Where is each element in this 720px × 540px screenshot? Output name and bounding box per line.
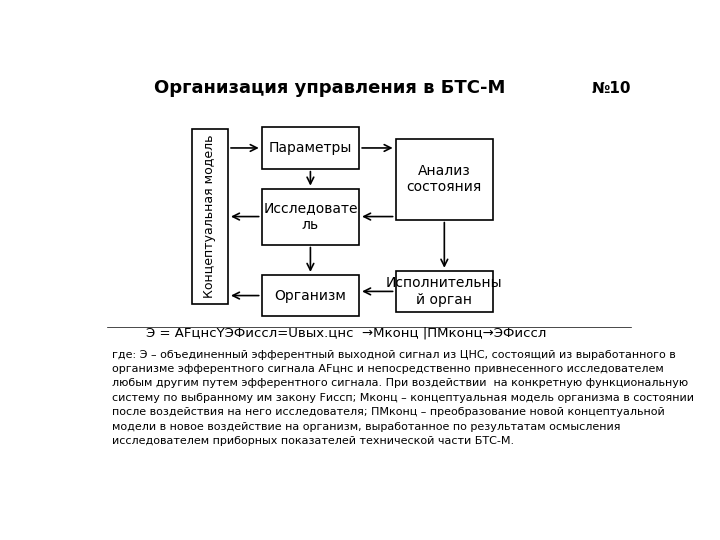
Text: №10: №10 bbox=[592, 82, 631, 97]
Text: Исполнительны
й орган: Исполнительны й орган bbox=[386, 276, 503, 307]
Text: Концептуальная модель: Концептуальная модель bbox=[204, 135, 217, 298]
Bar bbox=[261, 275, 359, 316]
Text: где: Э – объединенный эфферентный выходной сигнал из ЦНС, состоящий из выработан: где: Э – объединенный эфферентный выходн… bbox=[112, 349, 694, 446]
Text: Исследовате
ль: Исследовате ль bbox=[264, 201, 358, 232]
Text: Организм: Организм bbox=[274, 288, 346, 302]
Text: Э = АFцнсΥЭФиссл=Uвых.цнс  →Mконц |ПМконц→ЭФиссл: Э = АFцнсΥЭФиссл=Uвых.цнс →Mконц |ПМконц… bbox=[146, 327, 547, 340]
Bar bbox=[261, 127, 359, 168]
Bar bbox=[395, 271, 493, 312]
Text: Организация управления в БТС-М: Организация управления в БТС-М bbox=[154, 79, 505, 97]
Bar bbox=[192, 129, 228, 304]
Text: Анализ
состояния: Анализ состояния bbox=[407, 164, 482, 194]
Text: Параметры: Параметры bbox=[269, 141, 352, 155]
Bar bbox=[261, 188, 359, 245]
Bar bbox=[395, 139, 493, 220]
